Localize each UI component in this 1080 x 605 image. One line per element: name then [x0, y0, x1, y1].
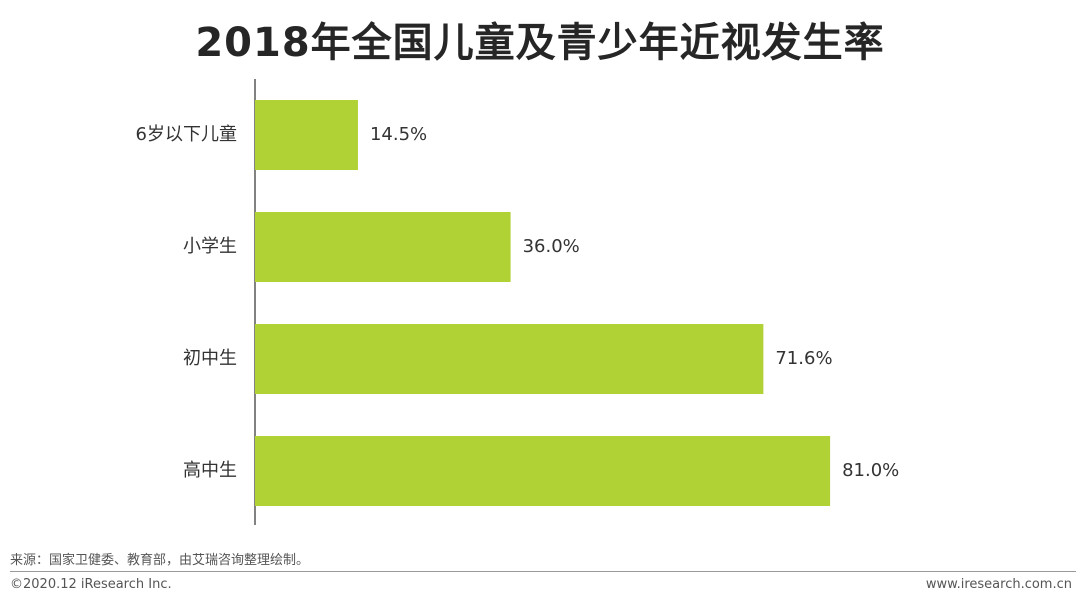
- value-label: 14.5%: [370, 124, 427, 145]
- value-label: 71.6%: [775, 348, 832, 369]
- value-label: 36.0%: [523, 236, 580, 257]
- category-label: 高中生: [183, 460, 237, 481]
- category-label: 6岁以下儿童: [136, 124, 237, 145]
- bar: [255, 324, 764, 394]
- bar: [255, 436, 831, 506]
- copyright-text: ©2020.12 iResearch Inc.: [10, 577, 172, 592]
- category-label: 小学生: [183, 236, 237, 257]
- footer-divider: [10, 571, 1076, 572]
- category-label: 初中生: [183, 348, 237, 369]
- website-link[interactable]: www.iresearch.com.cn: [925, 577, 1072, 592]
- bar: [255, 212, 511, 282]
- chart-title: 2018年全国儿童及青少年近视发生率: [195, 20, 885, 66]
- bar: [255, 100, 358, 170]
- value-label: 81.0%: [842, 460, 899, 481]
- bar-chart: 6岁以下儿童 14.5% 小学生 36.0% 初中生 71.6% 高中生 81.0%: [136, 79, 899, 525]
- source-note: 来源：国家卫健委、教育部，由艾瑞咨询整理绘制。: [10, 553, 310, 568]
